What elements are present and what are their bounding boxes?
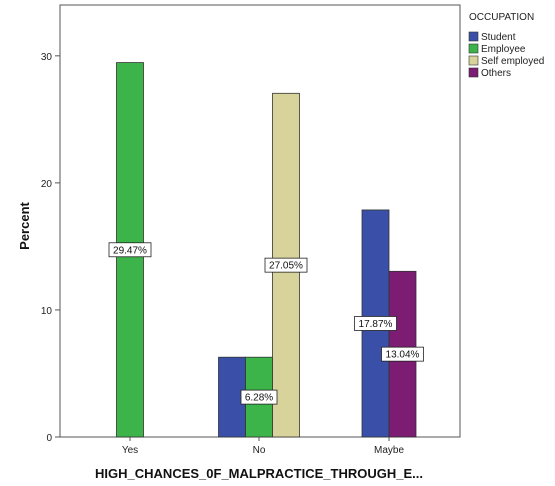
legend-label: Student (481, 32, 516, 43)
x-axis-title: HIGH_CHANCES_0F_MALPRACTICE_THROUGH_E... (95, 466, 423, 481)
x-tick-label: Maybe (374, 445, 404, 456)
y-axis-title: Percent (17, 201, 32, 249)
data-label: 17.87% (359, 319, 393, 330)
data-labels-layer: 29.47% 27.05% 17.87% 13.04% 6.28% (108, 242, 424, 405)
y-tick-label: 0 (46, 433, 52, 444)
data-label: 13.04% (386, 350, 420, 361)
legend-label: Others (481, 68, 511, 79)
legend-swatch (468, 55, 479, 66)
legend-swatch (468, 43, 479, 54)
data-label: 29.47% (113, 245, 147, 256)
data-label-box (240, 389, 278, 405)
y-tick-label: 20 (41, 179, 53, 190)
y-tick-label: 10 (41, 306, 53, 317)
data-label-box (108, 242, 152, 258)
data-label-box (354, 316, 397, 331)
axis-layer: 0 10 20 30 Yes No Maybe (41, 52, 405, 456)
legend-label: Employee (481, 44, 526, 55)
legend-swatch (468, 67, 479, 78)
x-tick-label: Yes (122, 445, 138, 456)
data-label-box (264, 257, 308, 273)
y-tick-label: 30 (41, 52, 53, 63)
data-label: 27.05% (269, 261, 303, 272)
legend-title: OCCUPATION (469, 12, 534, 23)
data-label-box (381, 346, 424, 362)
data-label: 6.28% (245, 393, 273, 404)
legend-swatch (468, 31, 479, 42)
legend-label: Self employed (481, 56, 544, 67)
x-tick-label: No (253, 445, 266, 456)
